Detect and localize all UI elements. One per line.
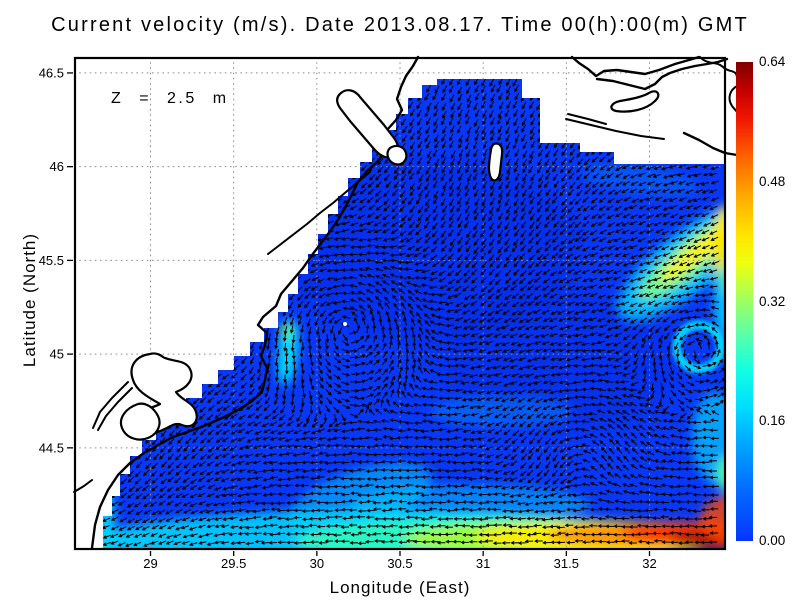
x-axis-tick-label: 30.5	[387, 556, 412, 571]
y-axis-tick-label: 46.5	[39, 65, 64, 80]
nw-coastal-spit	[267, 171, 371, 255]
x-axis-tick-label: 32	[642, 556, 656, 571]
speed-field-layer	[103, 160, 726, 548]
colorbar-tick-label: 0.64	[759, 54, 786, 69]
depth-label: Z = 2.5 m	[111, 90, 229, 107]
odessa-coastline-north	[570, 55, 701, 78]
lagoon-spit-lines	[73, 381, 133, 493]
x-axis-label: Longitude (East)	[329, 578, 471, 597]
x-axis-tick-label: 29.5	[221, 556, 246, 571]
x-axis-tick-label: 31	[476, 556, 490, 571]
tiligul-liman-outline	[610, 90, 660, 113]
plot-frame	[73, 56, 727, 551]
odessa-spit-lines	[565, 113, 665, 140]
y-axis-tick-label: 45	[50, 347, 64, 362]
axis-ticks-and-labels: 29 29.5 30 30.5 31 31.5 32 46.5 46 45.5 45 44.5	[39, 65, 657, 571]
speed-region	[430, 397, 570, 427]
colorbar-tick-label: 0.00	[759, 533, 786, 548]
colorbar-tick-label: 0.32	[759, 294, 786, 309]
chart-title: Current velocity (m/s). Date 2013.08.17.…	[51, 14, 749, 36]
odessa-coastline-south	[595, 57, 729, 91]
coastline-layer	[73, 55, 739, 550]
colorbar	[736, 62, 753, 541]
speed-region	[716, 456, 726, 492]
colorbar-tick-label: 0.48	[759, 174, 786, 189]
liman-end-lake	[386, 144, 408, 166]
water-layer	[103, 79, 726, 548]
x-axis-tick-label: 30	[310, 556, 324, 571]
y-axis-tick-label: 46	[50, 159, 64, 174]
x-axis-tick-label: 31.5	[554, 556, 579, 571]
y-axis-tick-label: 45.5	[39, 253, 64, 268]
colorbar-tick-label: 0.16	[759, 413, 786, 428]
budaki-liman-outline	[487, 142, 504, 182]
east-coastline-segment	[682, 131, 739, 157]
x-axis-tick-label: 29	[143, 556, 157, 571]
sinoe-lagoon-outline	[119, 402, 161, 441]
corner-coast-squiggles	[699, 56, 738, 113]
y-axis-tick-label: 44.5	[39, 440, 64, 455]
eddy-center-marker	[343, 322, 347, 326]
speed-region	[580, 163, 700, 197]
